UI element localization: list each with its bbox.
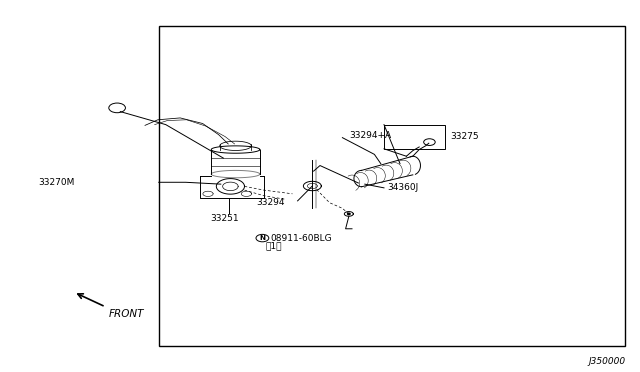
Text: 08911-60BLG: 08911-60BLG (271, 234, 332, 243)
Text: 33294: 33294 (256, 198, 285, 207)
Text: 33275: 33275 (450, 132, 479, 141)
Circle shape (348, 213, 350, 215)
Text: N: N (259, 235, 266, 241)
Bar (384, 125, 445, 149)
Text: J350000: J350000 (589, 357, 626, 366)
Text: 33270M: 33270M (38, 178, 75, 187)
Text: 33251: 33251 (210, 214, 239, 223)
Text: FRONT: FRONT (109, 309, 144, 319)
Bar (159, 26, 625, 346)
Text: 34360J: 34360J (387, 183, 419, 192)
Text: 33294+A: 33294+A (349, 131, 391, 140)
Text: （1）: （1） (266, 242, 282, 251)
